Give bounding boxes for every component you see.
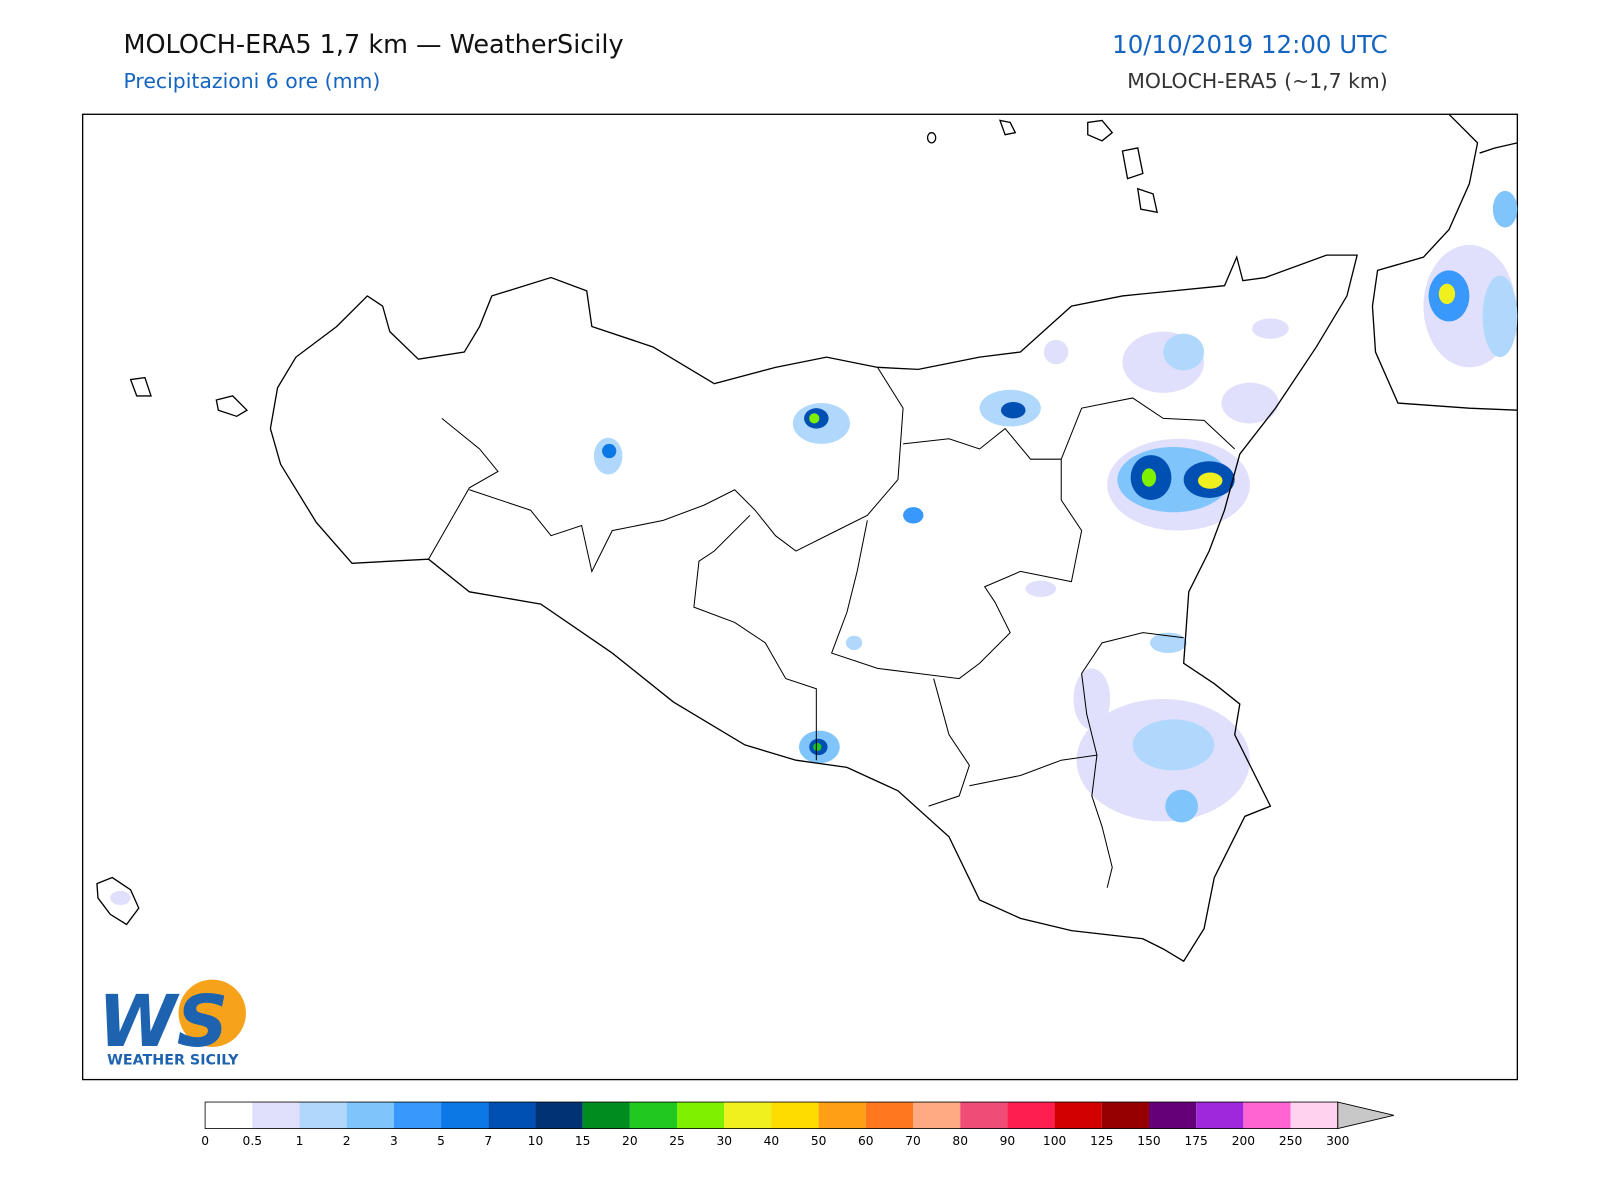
colorbar-bin: [818, 1102, 866, 1129]
colorbar-bin: [441, 1102, 489, 1129]
colorbar-bin: [535, 1102, 583, 1129]
colorbar-label: 3: [390, 1134, 398, 1148]
colorbar-bin: [252, 1102, 300, 1129]
precipitation: [110, 190, 1518, 906]
colorbar-label: 2: [343, 1134, 351, 1148]
colorbar-label: 50: [811, 1134, 827, 1148]
coastlines: [96, 113, 1518, 963]
colorbar-bin: [1290, 1102, 1338, 1129]
colorbar-bin: [913, 1102, 961, 1129]
colorbar-label: 300: [1326, 1134, 1349, 1148]
province-borders: [428, 367, 1236, 888]
colorbar-bin: [299, 1102, 347, 1129]
colorbar-bin: [1101, 1102, 1149, 1129]
colorbar-label: 30: [716, 1134, 732, 1148]
colorbar-bin: [488, 1102, 536, 1129]
colorbar-bin: [346, 1102, 394, 1129]
colorbar-extend: [1337, 1101, 1394, 1130]
colorbar-label: 100: [1043, 1134, 1066, 1148]
colorbar-bin: [1148, 1102, 1197, 1129]
colorbar-label: 90: [1000, 1134, 1016, 1148]
colorbar-bin: [629, 1102, 678, 1129]
colorbar-bin: [724, 1102, 772, 1129]
colorbar-label: 0.5: [243, 1134, 262, 1148]
colorbar-bin: [205, 1102, 253, 1129]
logo-text: WEATHER SICILY: [107, 1052, 239, 1068]
colorbar-label: 150: [1137, 1134, 1160, 1148]
map: WS WEATHER SICILY: [81, 113, 1519, 1081]
colorbar-label: 60: [858, 1134, 874, 1148]
colorbar-label: 10: [528, 1134, 544, 1148]
model: MOLOCH-ERA5 (~1,7 km): [1127, 69, 1387, 93]
map-frame: [81, 113, 1519, 1081]
logo: WS WEATHER SICILY: [98, 979, 246, 1068]
colorbar-label: 25: [669, 1134, 685, 1148]
colorbar-bin: [1243, 1102, 1291, 1129]
colorbar-label: 5: [437, 1134, 445, 1148]
colorbar-bin: [1196, 1102, 1244, 1129]
colorbar-label: 175: [1184, 1134, 1207, 1148]
date: 10/10/2019 12:00 UTC: [1112, 30, 1388, 59]
colorbar-label: 1: [296, 1134, 304, 1148]
colorbar-bin: [865, 1102, 914, 1129]
colorbar-label: 70: [905, 1134, 921, 1148]
colorbar-label: 250: [1279, 1134, 1302, 1148]
colorbar-label: 0: [201, 1134, 209, 1148]
colorbar-bin: [1054, 1102, 1102, 1129]
colorbar-bin: [771, 1102, 819, 1129]
colorbar-label: 15: [575, 1134, 591, 1148]
colorbar-bin: [677, 1102, 725, 1129]
colorbar-label: 125: [1090, 1134, 1113, 1148]
colorbar-bin: [960, 1102, 1008, 1129]
subtitle: Precipitazioni 6 ore (mm): [123, 69, 380, 93]
colorbar-frame: [204, 1101, 1339, 1129]
colorbar-bin: [393, 1102, 442, 1129]
colorbar: 0 0.5 1 2 3 5 7 10 15 20 25 30 40 50 60 70 80 90 100 125 150…: [201, 1101, 1394, 1148]
colorbar-label: 40: [764, 1134, 780, 1148]
colorbar-bin: [582, 1102, 630, 1129]
colorbar-label: 20: [622, 1134, 638, 1148]
logo-mark: WS: [98, 980, 228, 1063]
colorbar-label: 7: [484, 1134, 492, 1148]
colorbar-label: 80: [952, 1134, 968, 1148]
colorbar-bin: [1007, 1102, 1055, 1129]
title: MOLOCH-ERA5 1,7 km — WeatherSicily: [123, 30, 623, 60]
colorbar-label: 200: [1232, 1134, 1255, 1148]
